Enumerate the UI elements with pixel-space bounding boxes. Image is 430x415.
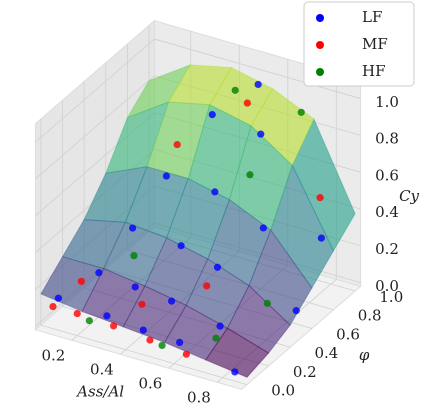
point (95, 269, 103, 277)
point (177, 242, 185, 250)
legend-marker (316, 41, 324, 49)
legend-box (303, 1, 415, 87)
axis-label: Cy (399, 187, 419, 205)
tick-label: 0.4 (375, 203, 399, 221)
tick-label: 0.2 (375, 240, 399, 258)
point (254, 80, 262, 89)
point (139, 326, 147, 334)
tick-label: 0.0 (271, 382, 295, 400)
legend-label: LF (362, 8, 382, 26)
tick-label: 0.6 (138, 374, 162, 392)
point (49, 302, 57, 311)
point (138, 300, 146, 308)
point (263, 299, 271, 307)
point (257, 130, 265, 138)
grid-line (35, 38, 155, 143)
point (109, 322, 118, 330)
legend-marker (316, 68, 324, 76)
tick-label: 0.8 (187, 388, 211, 406)
point (216, 322, 224, 330)
tick-label: 0.8 (358, 307, 382, 325)
point (316, 194, 324, 202)
grid-line (40, 324, 248, 386)
point (130, 252, 138, 260)
point (212, 334, 220, 342)
tick-label: 0.8 (375, 130, 399, 148)
point (77, 277, 85, 285)
legend-label: MF (362, 35, 388, 53)
point (176, 338, 184, 347)
point (203, 282, 211, 290)
legend-marker (316, 14, 324, 22)
point (213, 263, 222, 271)
point (211, 188, 219, 196)
grid-line (154, 38, 361, 99)
point (146, 336, 154, 344)
tick-label: 0.2 (293, 363, 317, 381)
point (162, 172, 170, 180)
point (231, 368, 239, 376)
axis-label: Ass/Al (75, 382, 124, 400)
point (131, 283, 139, 291)
legend: LF MF HF (303, 1, 415, 87)
tick-label: 1.0 (379, 288, 403, 306)
point (54, 294, 62, 302)
point (297, 108, 305, 116)
point (103, 312, 111, 320)
tick-label: 0.6 (336, 325, 360, 343)
axis-label: φ (359, 346, 370, 364)
tick-label: 0.2 (41, 346, 65, 364)
point (158, 341, 166, 350)
point (317, 234, 325, 242)
grid-line (35, 75, 155, 180)
point (243, 99, 251, 107)
tick-label: 1.0 (375, 93, 399, 111)
tick-label: 0.4 (314, 344, 338, 362)
point (85, 317, 93, 325)
point (168, 297, 176, 305)
tick-label: 0.6 (375, 166, 399, 184)
point (231, 86, 239, 94)
point (73, 309, 81, 318)
surface-patch (228, 124, 293, 231)
point (182, 350, 190, 358)
tick-label: 0.0 (375, 277, 399, 295)
point (129, 224, 137, 232)
point (208, 110, 216, 119)
legend-label: HF (362, 62, 386, 80)
point (259, 224, 267, 232)
point (292, 307, 300, 315)
tick-label: 0.4 (90, 360, 114, 378)
point (173, 140, 181, 149)
point (246, 171, 254, 179)
